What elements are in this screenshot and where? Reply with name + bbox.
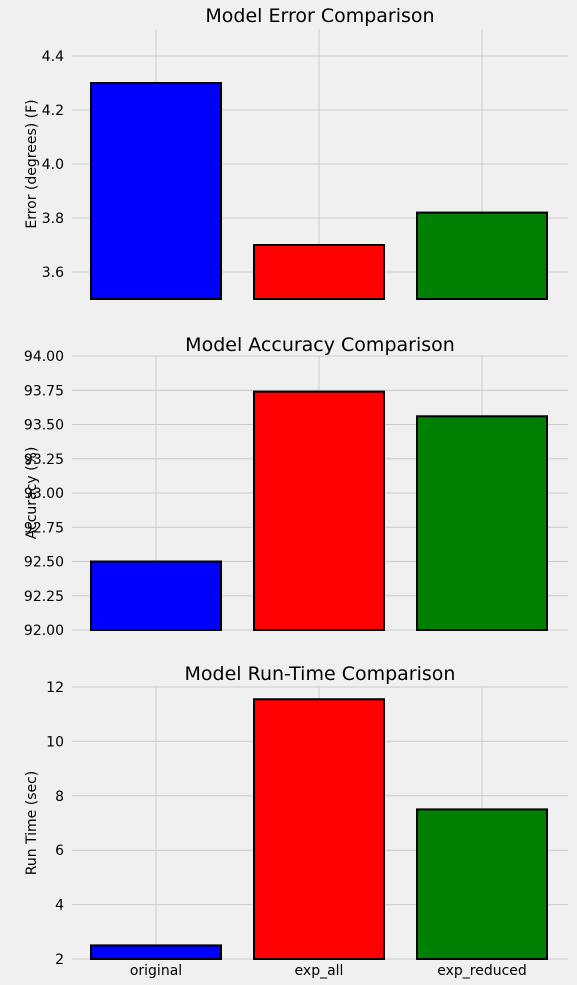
- subplot-2: 92.0092.2592.5092.7593.0093.2593.5093.75…: [24, 334, 568, 639]
- y-tick-label: 12: [46, 680, 64, 696]
- y-tick-label: 4.2: [42, 103, 64, 119]
- chart-title: Model Error Comparison: [205, 5, 434, 27]
- bar-original: [91, 562, 221, 631]
- bar-exp_all: [254, 392, 384, 630]
- x-tick-label: original: [130, 963, 182, 979]
- y-tick-label: 6: [55, 843, 64, 859]
- y-tick-label: 8: [55, 789, 64, 805]
- bar-exp_reduced: [417, 416, 547, 630]
- y-tick-label: 3.6: [42, 265, 64, 281]
- y-tick-label: 4.0: [42, 157, 64, 173]
- y-tick-label: 4.4: [42, 49, 64, 65]
- chart-title: Model Accuracy Comparison: [185, 334, 455, 356]
- y-axis-label: Run Time (sec): [24, 771, 40, 876]
- y-tick-label: 93.50: [24, 418, 64, 434]
- bar-exp_reduced: [417, 213, 547, 299]
- x-tick-label: exp_reduced: [437, 963, 527, 979]
- y-tick-label: 2: [55, 952, 64, 968]
- y-tick-label: 94.00: [24, 349, 64, 365]
- x-tick-label: exp_all: [295, 963, 344, 979]
- subplot-3: 2 4 6 8 10 12 original exp_all exp_reduced Model …: [24, 663, 568, 979]
- y-tick-label: 92.00: [24, 623, 64, 639]
- bar-exp_all: [254, 699, 384, 959]
- subplot-1: 3.6 3.8 4.0 4.2 4.4 Model Error Comparison Err…: [24, 5, 568, 299]
- y-axis-label: Accuracy (%): [24, 447, 40, 540]
- bar-original: [91, 83, 221, 299]
- bar-exp_all: [254, 245, 384, 299]
- bar-original: [91, 945, 221, 959]
- y-tick-label: 3.8: [42, 211, 64, 227]
- y-axis-label: Error (degrees) (F): [24, 99, 40, 228]
- bar-exp_reduced: [417, 809, 547, 959]
- y-tick-label: 93.75: [24, 383, 64, 399]
- y-tick-label: 4: [55, 898, 64, 914]
- y-tick-label: 92.50: [24, 555, 64, 571]
- chart-title: Model Run-Time Comparison: [185, 663, 456, 685]
- y-tick-label: 10: [46, 734, 64, 750]
- y-tick-label: 92.25: [24, 589, 64, 605]
